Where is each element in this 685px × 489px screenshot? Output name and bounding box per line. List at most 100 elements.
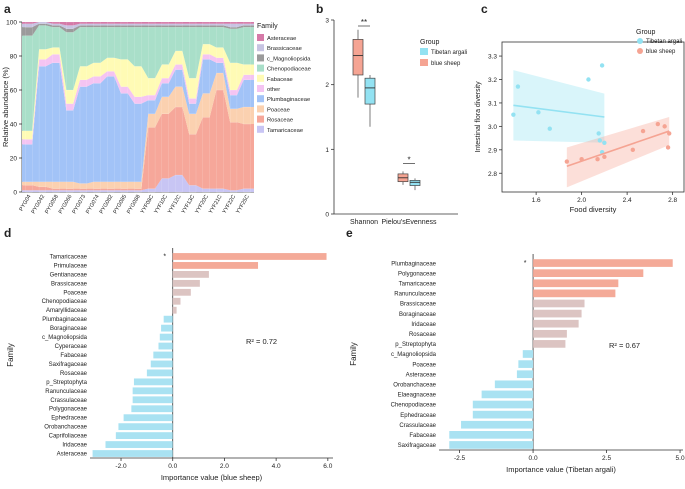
bar-poaceae (25, 181, 33, 186)
importance-bar (533, 340, 566, 348)
legend-label: Plumbaginaceae (267, 97, 310, 103)
legend-label: Chenopodiaceae (267, 67, 311, 73)
bar-fabaceae (25, 130, 33, 140)
box-body (364, 77, 376, 105)
bar-tamaricaceae (38, 190, 47, 193)
importance-bar (472, 400, 534, 409)
scatter-point-tibetan (515, 84, 521, 89)
bar-plumbaginaceae (134, 103, 142, 182)
bar-poaceae (38, 181, 47, 188)
legend-title: Group (636, 29, 656, 36)
bar-c_magnoliopsida (79, 25, 87, 28)
bar-other (79, 79, 87, 87)
bar-plumbaginaceae (229, 94, 238, 109)
bar-asteraceae (202, 21, 210, 24)
bar-tamaricaceae (229, 190, 238, 193)
bar-fabaceae (66, 89, 74, 104)
bar-c_magnoliopsida (134, 25, 142, 28)
bar-plumbaginaceae (189, 103, 197, 114)
bar-poaceae (107, 181, 115, 189)
importance-bar (158, 342, 173, 350)
x-tick-label: 2.0 (220, 463, 229, 470)
bar-poaceae (189, 113, 197, 135)
bar-other (161, 77, 169, 84)
importance-bar (118, 423, 173, 431)
bar-asteraceae (161, 21, 169, 24)
importance-bar (172, 253, 327, 260)
legend-label: Rosaceae (267, 118, 293, 124)
x-tick-label: Shannon (350, 219, 378, 226)
bar-c_magnoliopsida (161, 25, 169, 28)
category-label: Orobanchaceae (44, 425, 87, 431)
bar-chenopodiaceae (216, 26, 224, 48)
bar-plumbaginaceae (52, 62, 60, 182)
bar-other (189, 98, 197, 104)
y-tick-label: 80 (10, 54, 18, 61)
legend-label: blue sheep (431, 61, 461, 67)
bar-asteraceae (120, 21, 128, 24)
bar-chenopodiaceae (66, 32, 74, 91)
bar-poaceae (52, 181, 60, 189)
bar-fabaceae (175, 50, 183, 65)
bar-fabaceae (161, 64, 169, 79)
plot-frame (501, 41, 685, 193)
category-label: Boraginaceae (50, 326, 88, 332)
bar-other (243, 74, 251, 80)
bar-fabaceae (202, 43, 210, 55)
bar-c_magnoliopsida (243, 25, 251, 28)
y-tick-label: 60 (10, 88, 18, 95)
importance-bar (522, 350, 534, 358)
scatter-point-bluesheep (667, 131, 672, 136)
bar-brassicaceae (202, 23, 210, 26)
importance-bar (172, 270, 209, 278)
bar-asteraceae (175, 21, 183, 24)
bar-brassicaceae (107, 23, 115, 26)
bar-other (107, 71, 115, 77)
bar-chenopodiaceae (120, 26, 128, 60)
importance-bar (518, 360, 534, 368)
bar-other (25, 139, 33, 145)
category-label: Polygonaceae (49, 407, 88, 413)
bar-tamaricaceae (66, 190, 74, 193)
bar-tamaricaceae (25, 190, 33, 193)
legend-label: c_Magnoliopsida (267, 56, 311, 62)
legend-title: Group (420, 39, 440, 46)
box-body (352, 39, 364, 76)
bar-poaceae (120, 181, 128, 189)
importance-bar (461, 420, 534, 429)
bar-poaceae (93, 181, 101, 189)
category-label: Fabaceae (409, 433, 436, 439)
bar-other (93, 76, 101, 84)
importance-bar (161, 324, 173, 332)
category-label: p_Streptophyta (395, 342, 436, 348)
bar-fabaceae (229, 62, 238, 91)
bar-fabaceae (38, 49, 47, 60)
y-tick-label: 100 (6, 20, 17, 27)
category-label: Tamaricaceae (399, 281, 437, 287)
y-tick-label: 3.3 (488, 54, 497, 61)
bar-rosaceae (243, 123, 251, 189)
importance-bar (533, 329, 567, 338)
y-axis-label: Family (349, 342, 358, 366)
legend-label: other (267, 87, 280, 93)
category-label: p_Streptophyta (46, 380, 87, 386)
category-label: Amaryllidaceae (46, 308, 88, 314)
x-tick-label: 6.0 (323, 463, 332, 470)
bar-asteraceae (189, 21, 197, 24)
bar-plumbaginaceae (175, 69, 183, 87)
scatter-point-tibetan (599, 63, 605, 68)
bar-chenopodiaceae (243, 26, 251, 65)
y-tick-label: 20 (10, 156, 18, 163)
bar-other (120, 86, 128, 94)
scatter-point-bluesheep (579, 156, 584, 162)
bar-tamaricaceae (79, 190, 87, 193)
significance-marker: * (524, 260, 527, 267)
bar-poaceae (79, 183, 87, 189)
bar-brassicaceae (120, 23, 128, 26)
importance-bar (172, 306, 177, 314)
category-label: Boraginaceae (399, 312, 437, 318)
panel-e-importance-bar-chart: -2.5 0.0 2.5 5.0 Importance value (Tibetan a… (349, 254, 685, 474)
legend-swatch-bluesheep (637, 48, 643, 54)
bar-brassicaceae (148, 23, 156, 26)
x-tick-label: 2.5 (602, 455, 611, 462)
